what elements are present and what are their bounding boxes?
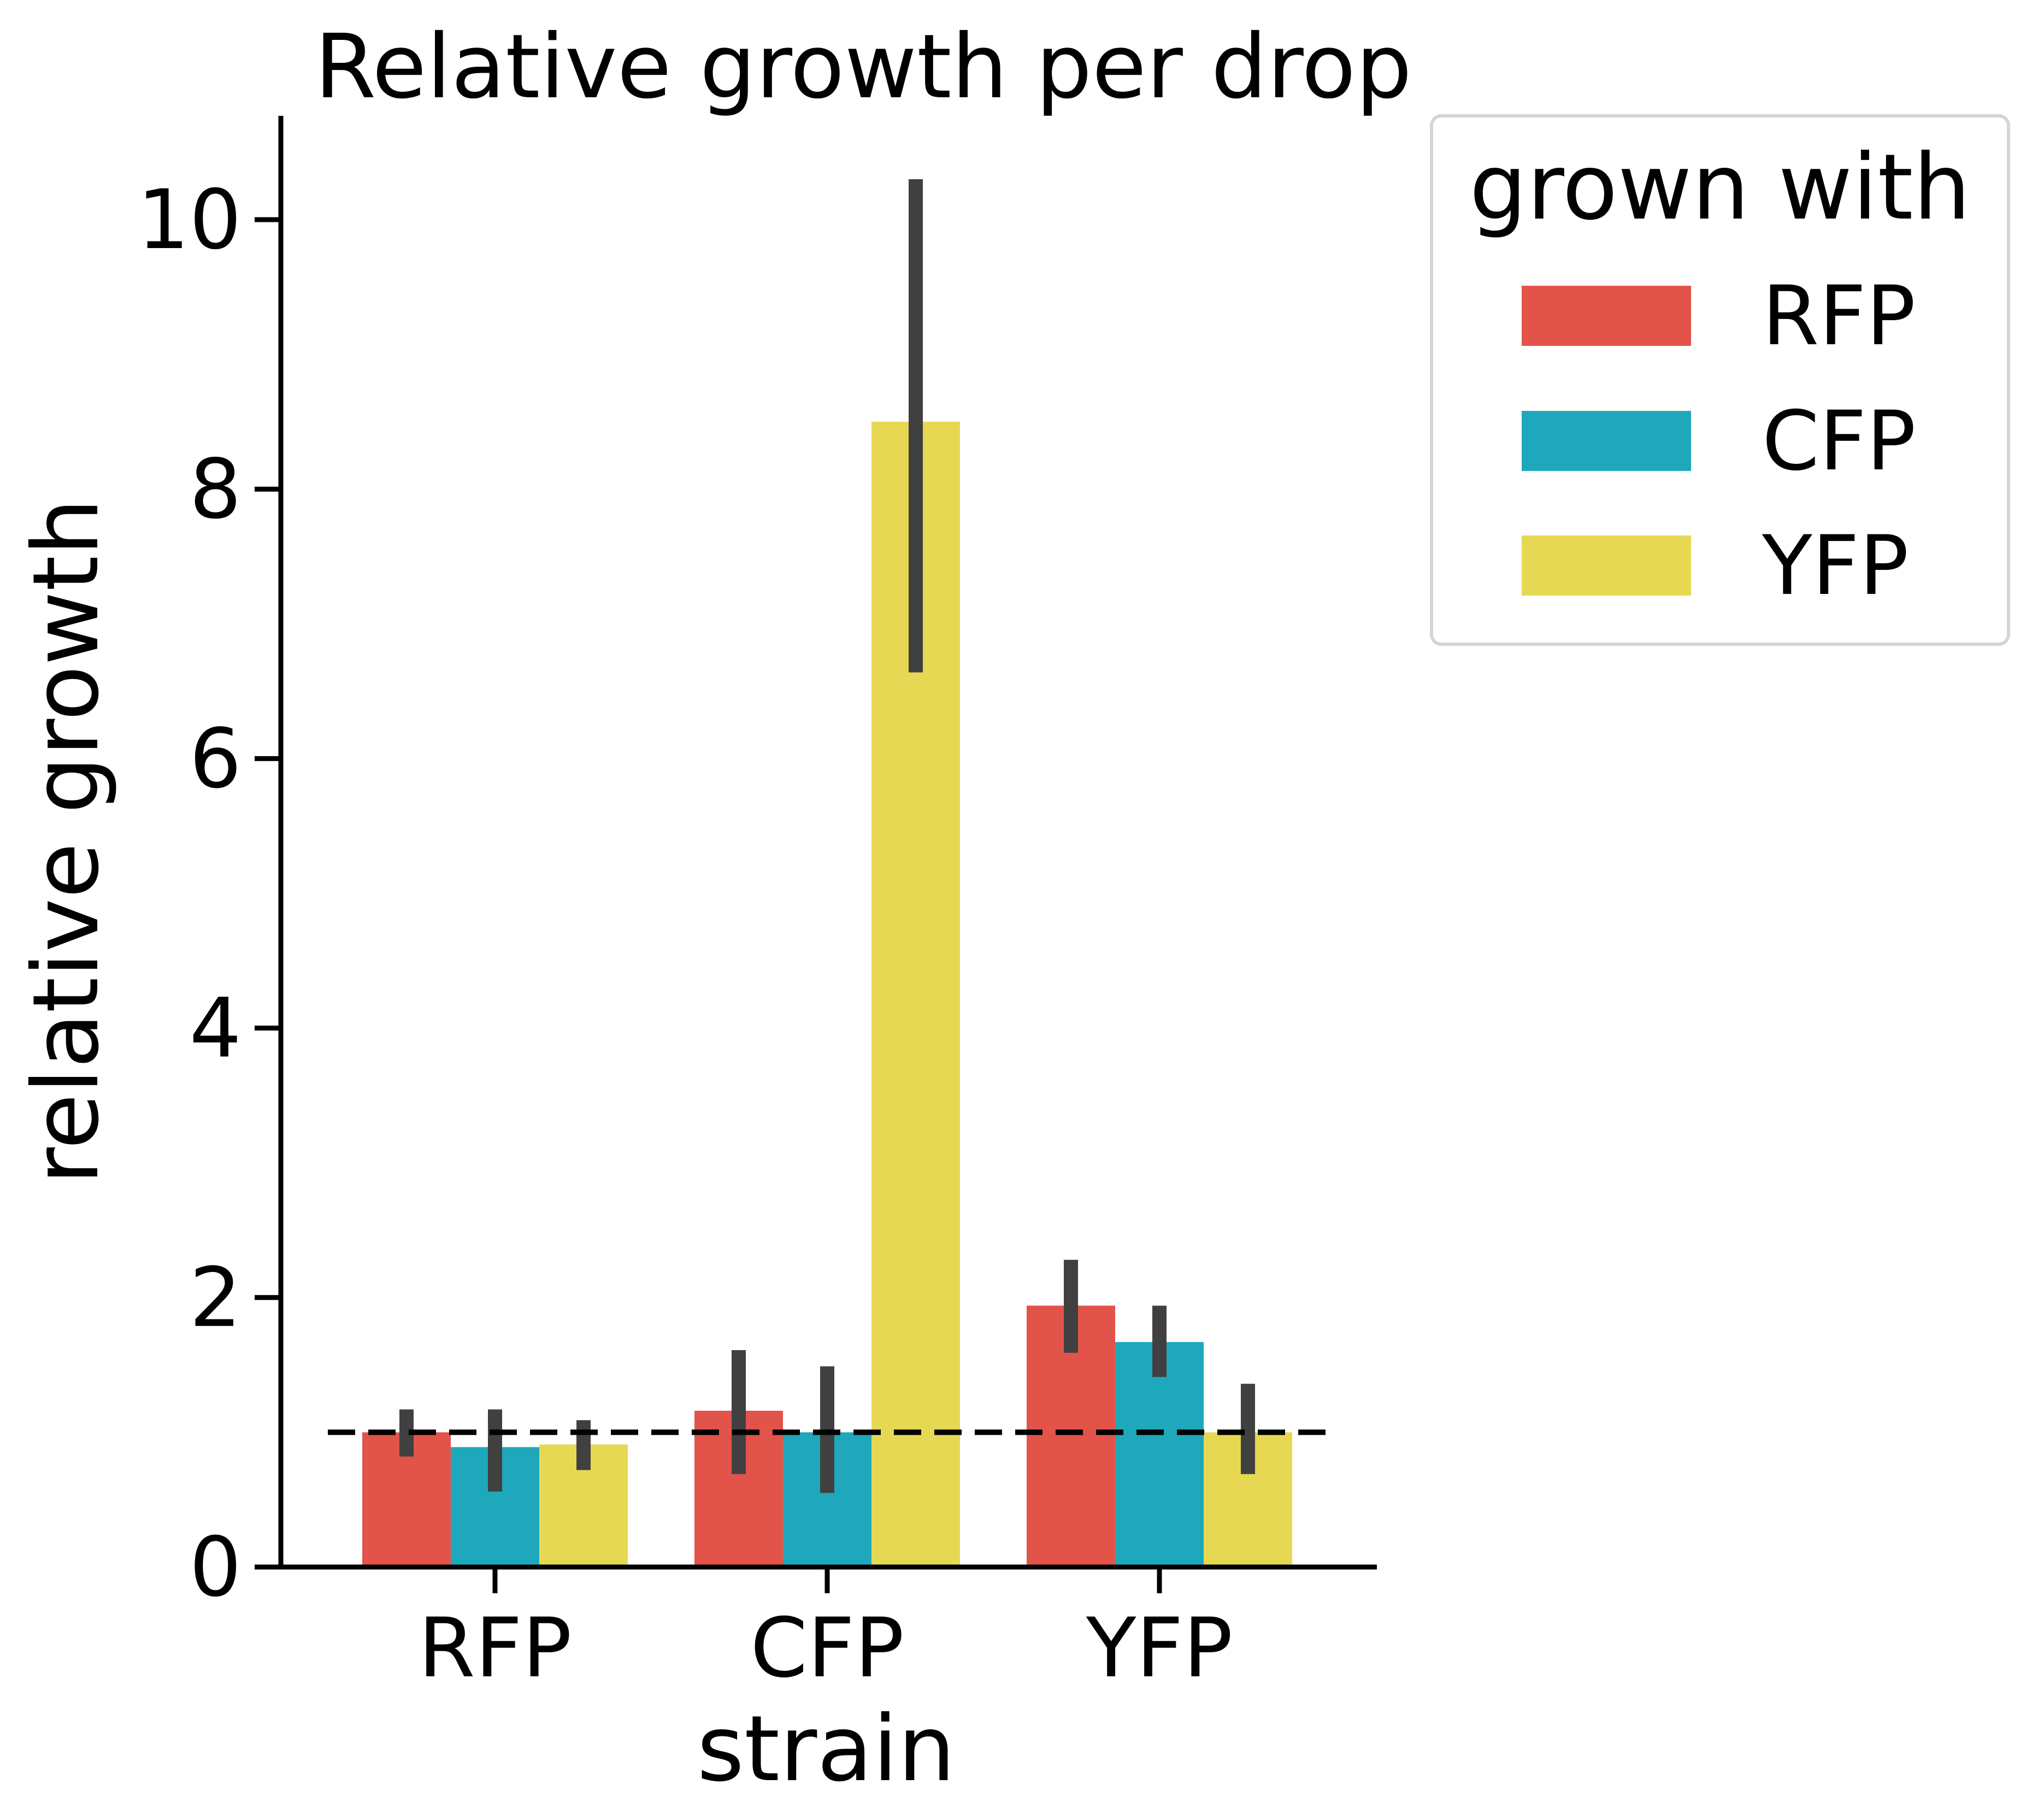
chart-title: Relative growth per drop — [315, 16, 1412, 119]
y-axis-label: relative growth — [14, 498, 119, 1185]
bar-cfp-yfp — [1115, 1342, 1204, 1567]
legend-swatch-yfp — [1522, 535, 1691, 596]
y-tick-label-6: 6 — [190, 711, 242, 806]
legend-swatch-cfp — [1522, 411, 1691, 471]
legend-label-yfp: YFP — [1762, 519, 1909, 614]
x-tick-label-cfp: CFP — [750, 1601, 904, 1696]
y-tick-label-10: 10 — [137, 173, 242, 268]
y-tick-label-2: 2 — [190, 1251, 242, 1346]
legend-label-rfp: RFP — [1762, 269, 1916, 364]
legend-swatch-rfp — [1522, 286, 1691, 346]
legend-label-cfp: CFP — [1762, 394, 1916, 489]
y-tick-label-4: 4 — [190, 981, 242, 1076]
x-tick-label-yfp: YFP — [1086, 1601, 1233, 1696]
y-tick-label-0: 0 — [190, 1520, 242, 1615]
y-tick-label-8: 8 — [190, 442, 242, 537]
axes-group: 0 2 4 6 8 10 RFP CFP YFP — [137, 116, 1377, 1696]
legend: grown with RFP CFP YFP — [1430, 114, 2010, 646]
bar-group — [362, 421, 1292, 1568]
x-axis-label: strain — [697, 1697, 956, 1802]
error-bar-group — [399, 179, 1255, 1493]
legend-title: grown with — [1469, 135, 1970, 240]
x-tick-label-rfp: RFP — [419, 1601, 572, 1696]
legend-frame — [1430, 114, 2010, 646]
